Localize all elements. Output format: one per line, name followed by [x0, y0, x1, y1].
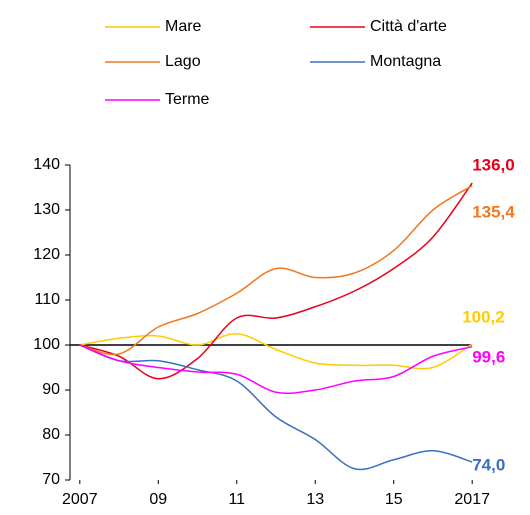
legend-label: Terme	[165, 91, 210, 108]
data-label: 136,0	[472, 155, 515, 174]
x-tick-label: 2007	[62, 491, 98, 508]
data-label: 100,2	[462, 307, 505, 326]
x-tick-label: 11	[228, 491, 245, 508]
line-series	[79, 344, 473, 395]
y-tick-label: 120	[33, 246, 60, 263]
legend-label: Mare	[165, 18, 202, 35]
legend-label: Città d'arte	[370, 18, 447, 35]
data-label: 74,0	[472, 455, 505, 474]
y-tick-label: 130	[33, 201, 60, 218]
y-tick-label: 110	[34, 291, 60, 308]
legend-label: Montagna	[370, 53, 441, 70]
y-tick-label: 140	[33, 156, 60, 173]
x-tick-label: 15	[385, 491, 403, 508]
data-label: 99,6	[472, 347, 505, 366]
x-tick-label: 09	[149, 491, 167, 508]
data-label: 135,4	[472, 202, 515, 221]
x-tick-label: 2017	[454, 491, 490, 508]
legend-label: Lago	[165, 53, 201, 70]
y-tick-label: 80	[42, 426, 60, 443]
line-series	[79, 344, 473, 471]
y-tick-label: 90	[42, 381, 60, 398]
line-series	[79, 185, 473, 356]
y-tick-label: 70	[42, 471, 60, 488]
line-series	[79, 182, 473, 380]
y-tick-label: 100	[33, 336, 60, 353]
x-tick-label: 13	[306, 491, 324, 508]
line-series	[79, 332, 473, 370]
